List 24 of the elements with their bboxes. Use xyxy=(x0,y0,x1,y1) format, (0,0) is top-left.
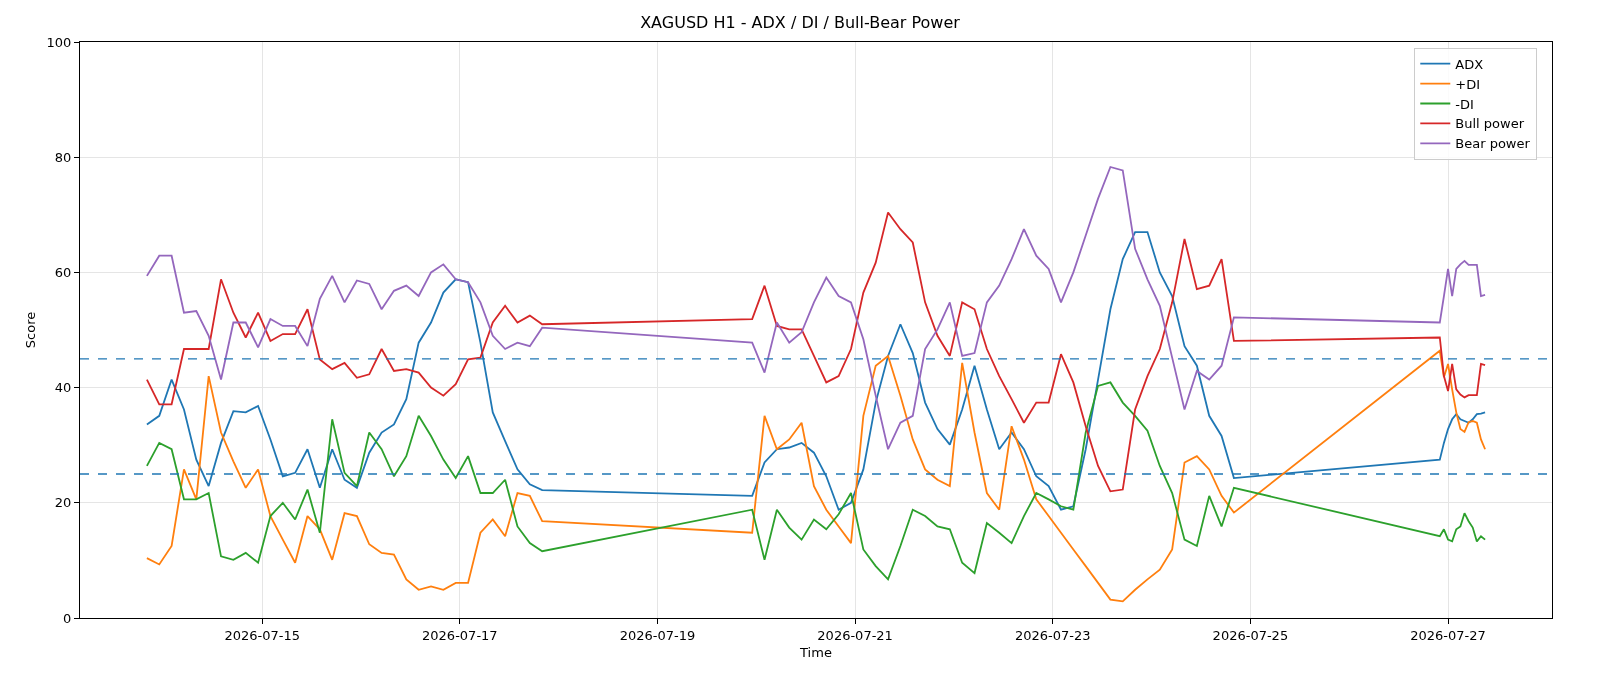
line-series xyxy=(146,349,1486,603)
x-tick-label: 2026-07-15 xyxy=(224,627,300,643)
legend-label: ADX xyxy=(1455,56,1484,72)
y-tick-label: 40 xyxy=(54,380,72,396)
x-tick-label: 2026-07-17 xyxy=(422,627,498,643)
x-tick-label: 2026-07-25 xyxy=(1212,627,1289,643)
y-tick-label: 100 xyxy=(46,34,72,50)
x-tick-label: 2026-07-21 xyxy=(817,627,893,643)
y-tick-label: 80 xyxy=(54,149,72,165)
y-tick-label: 20 xyxy=(54,495,72,511)
y-axis-title: Score xyxy=(22,311,38,349)
chart-title: XAGUSD H1 - ADX / DI / Bull-Bear Power xyxy=(640,13,961,33)
x-tick-label: 2026-07-27 xyxy=(1410,627,1486,643)
legend-label: Bear power xyxy=(1455,136,1531,152)
line-series xyxy=(146,381,1486,581)
legend-label: Bull power xyxy=(1455,116,1525,132)
y-tick-label: 0 xyxy=(63,610,72,626)
line-series xyxy=(146,166,1486,451)
x-tick-label: 2026-07-23 xyxy=(1014,627,1091,643)
legend-label: -DI xyxy=(1455,96,1474,112)
y-tick-label: 60 xyxy=(54,264,72,280)
legend-label: +DI xyxy=(1455,76,1481,92)
x-tick-label: 2026-07-19 xyxy=(619,627,696,643)
x-axis-title: Time xyxy=(799,645,832,661)
